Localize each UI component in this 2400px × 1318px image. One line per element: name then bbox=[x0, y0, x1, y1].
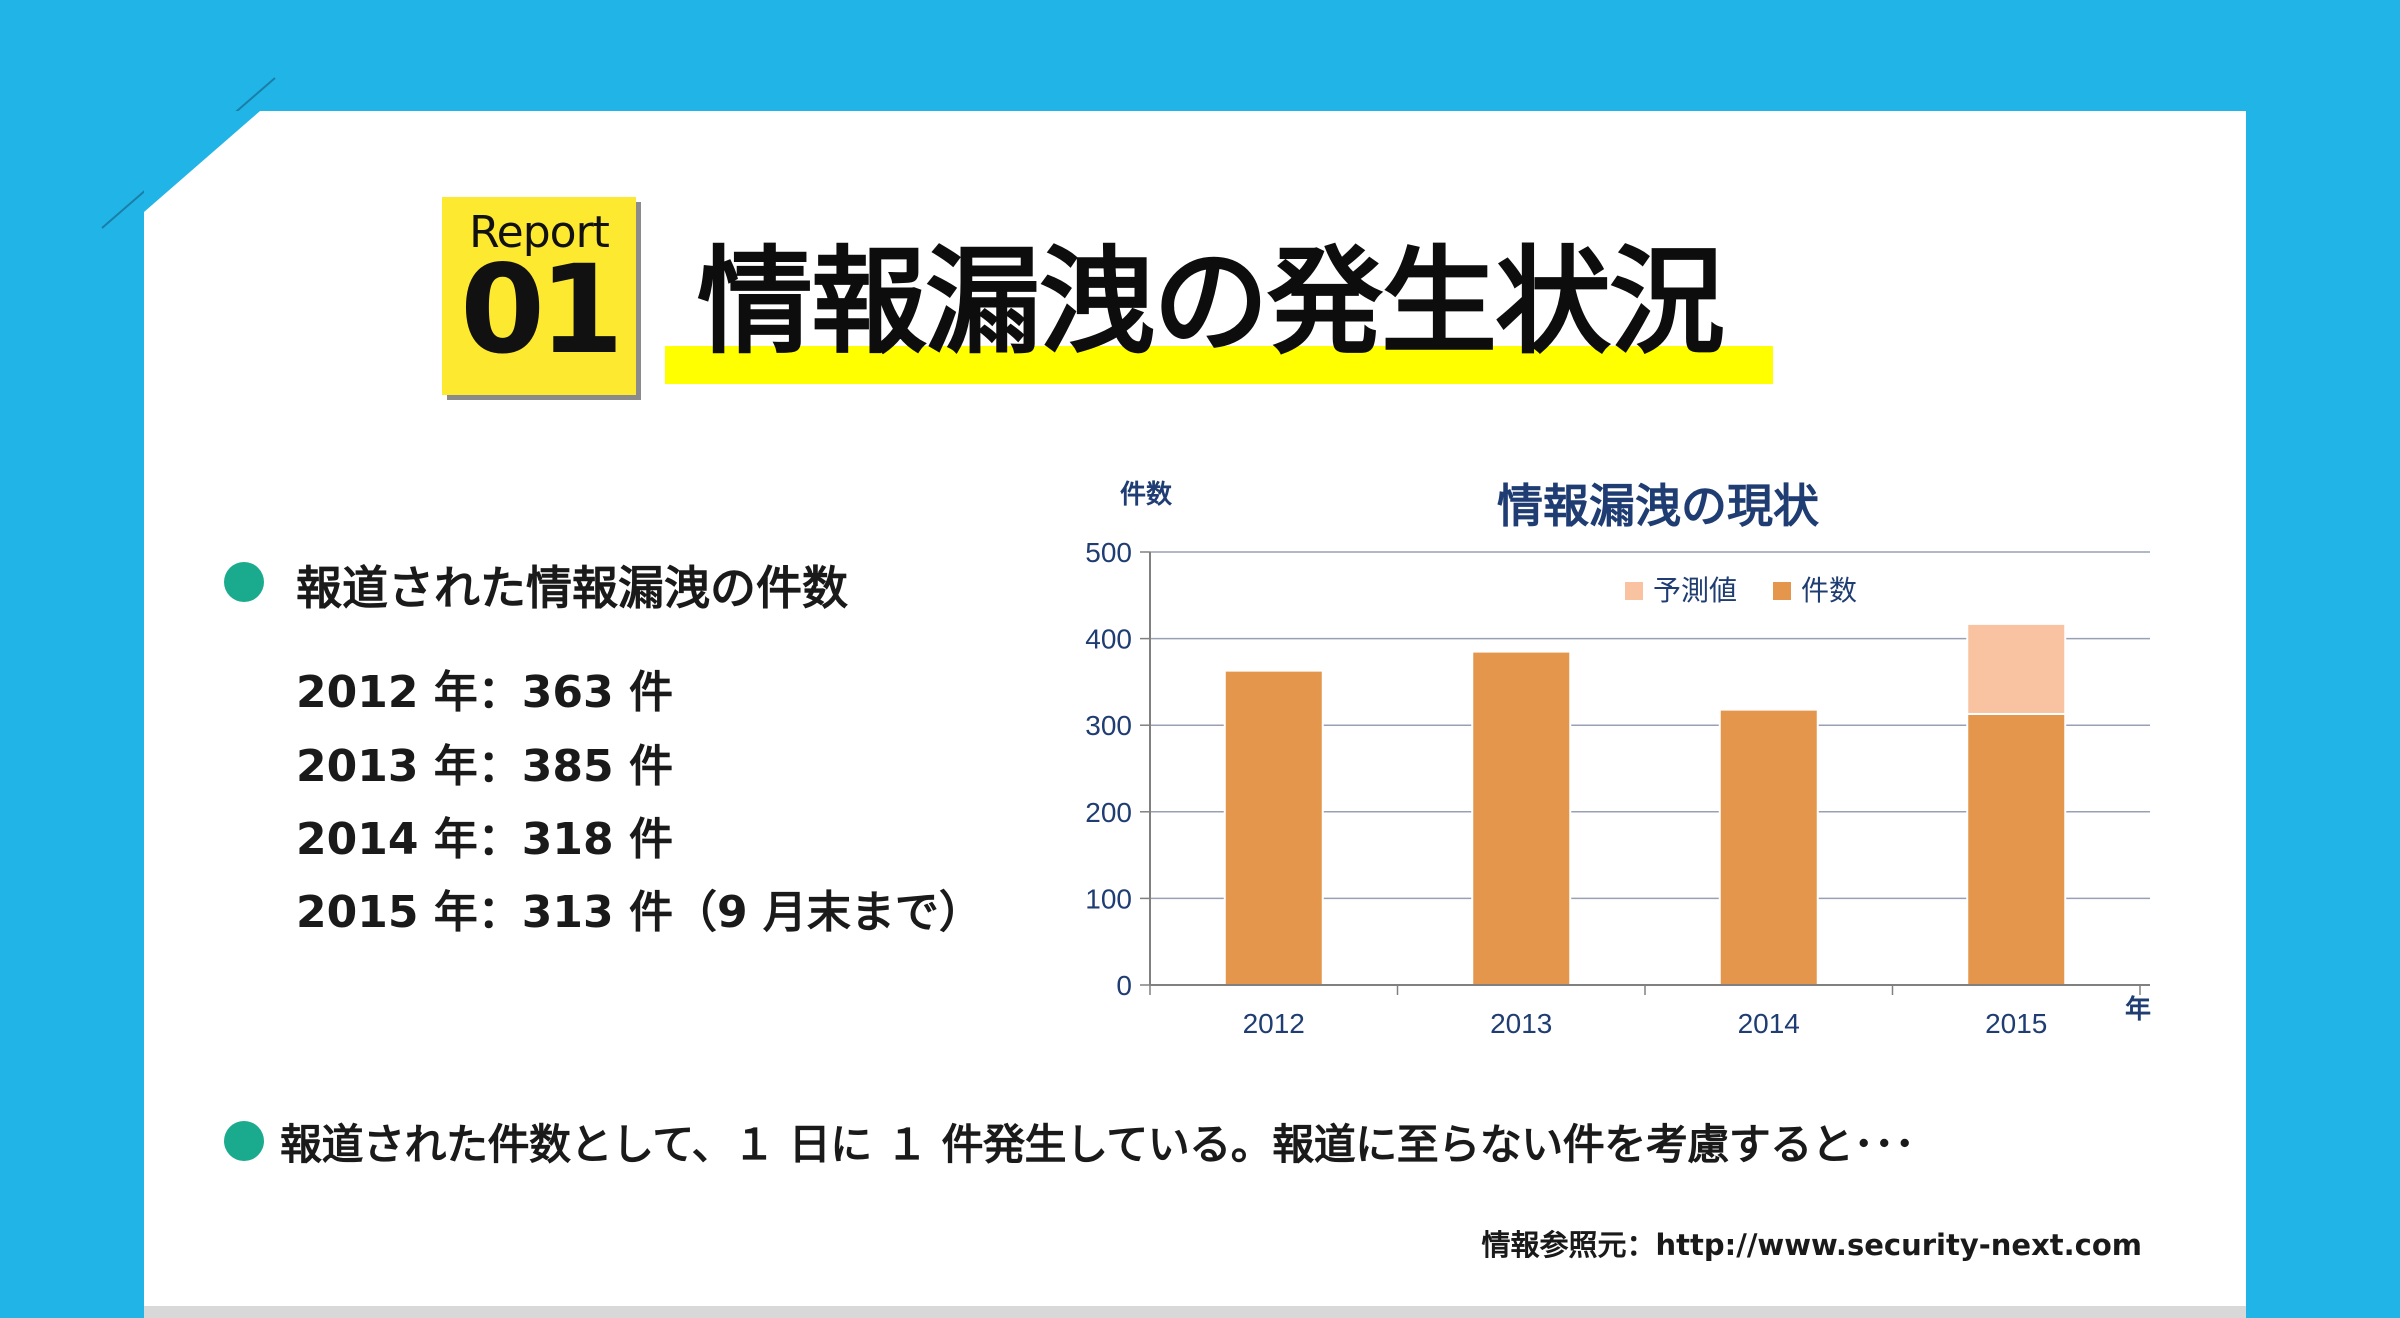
x-tick-label: 2012 bbox=[1243, 1008, 1305, 1039]
y-axis-unit: 件数 bbox=[1120, 480, 1173, 510]
y-tick-label: 200 bbox=[1085, 797, 1132, 828]
bar-2015-件数 bbox=[1966, 712, 2067, 987]
y-tick-label: 300 bbox=[1085, 710, 1132, 741]
x-tick-label: 2014 bbox=[1738, 1008, 1800, 1039]
stat-line-2014: 2014 年：318 件 bbox=[296, 814, 673, 865]
bar-2015-予測値 bbox=[1966, 622, 2067, 715]
legend-swatch bbox=[1625, 582, 1643, 600]
leak-count-chart: 0 100 200 300 400 500 2012 2013 2014 2015 情報漏洩の現状… bbox=[1040, 470, 2210, 1060]
section-heading: 報道された情報漏洩の件数 bbox=[296, 561, 848, 615]
chart-axes bbox=[1140, 551, 2150, 995]
legend-label: 予測値 bbox=[1653, 574, 1737, 607]
title-highlight bbox=[665, 346, 1773, 384]
report-badge: Report 01 bbox=[442, 197, 636, 395]
badge-number: 01 bbox=[460, 239, 624, 381]
stat-line-2012: 2012 年：363 件 bbox=[296, 667, 673, 718]
y-tick-label: 500 bbox=[1085, 537, 1132, 568]
y-tick-label: 0 bbox=[1116, 970, 1132, 1001]
legend-label: 件数 bbox=[1801, 574, 1857, 607]
chart-svg: 0 100 200 300 400 500 2012 2013 2014 2015 情報漏洩の現状… bbox=[1085, 479, 2151, 1039]
summary-text: 報道された件数として、１ 日に １ 件発生している。報道に至らない件を考慮すると… bbox=[280, 1120, 1915, 1169]
bar-2012-件数 bbox=[1223, 669, 1324, 986]
y-tick-label: 100 bbox=[1085, 883, 1132, 914]
page-title: 情報漏洩の発生状況 bbox=[697, 235, 1725, 370]
stat-line-2015: 2015 年：313 件（9 月末まで） bbox=[296, 887, 983, 938]
badge-label: Report bbox=[469, 207, 610, 258]
bar-2014-件数 bbox=[1718, 708, 1819, 986]
page-corner-decoration bbox=[101, 77, 276, 229]
bullet-icon bbox=[224, 562, 264, 602]
bar-2013-件数 bbox=[1471, 650, 1572, 986]
x-axis-unit: 年 bbox=[2125, 994, 2151, 1025]
stat-line-2013: 2013 年：385 件 bbox=[296, 741, 673, 792]
chart-legend: 予測値 件数 bbox=[1625, 574, 1857, 607]
y-tick-label: 400 bbox=[1085, 624, 1132, 655]
bullet-icon bbox=[224, 1121, 264, 1161]
legend-swatch bbox=[1773, 582, 1791, 600]
chart-title: 情報漏洩の現状 bbox=[1497, 479, 1820, 533]
chart-bars bbox=[1223, 622, 2067, 987]
x-tick-label: 2013 bbox=[1490, 1008, 1552, 1039]
x-tick-label: 2015 bbox=[1985, 1008, 2047, 1039]
chart-labels: 0 100 200 300 400 500 2012 2013 2014 2015 bbox=[1085, 537, 2047, 1039]
slide-shadow bbox=[144, 1306, 2246, 1318]
source-citation: 情報参照元：http://www.security-next.com bbox=[1481, 1228, 2143, 1262]
